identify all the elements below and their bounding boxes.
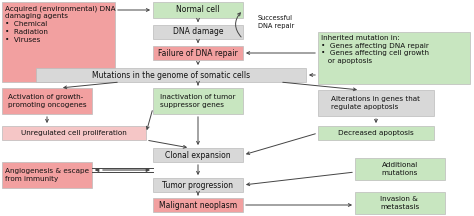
- Text: Inactivation of tumor
suppressor genes: Inactivation of tumor suppressor genes: [160, 94, 236, 108]
- FancyBboxPatch shape: [355, 192, 445, 214]
- FancyBboxPatch shape: [36, 68, 306, 82]
- FancyBboxPatch shape: [318, 90, 434, 116]
- Text: Additional
mutations: Additional mutations: [382, 162, 418, 176]
- FancyBboxPatch shape: [2, 126, 146, 140]
- FancyBboxPatch shape: [2, 88, 92, 114]
- FancyBboxPatch shape: [153, 178, 243, 192]
- FancyBboxPatch shape: [355, 158, 445, 180]
- Text: Clonal expansion: Clonal expansion: [165, 151, 231, 159]
- Text: Mutations in the genome of somatic cells: Mutations in the genome of somatic cells: [92, 70, 250, 79]
- Text: Failure of DNA repair: Failure of DNA repair: [158, 49, 238, 57]
- Text: Inherited mutation in:
•  Genes affecting DNA repair
•  Genes affecting cell gro: Inherited mutation in: • Genes affecting…: [321, 35, 429, 64]
- Text: Normal cell: Normal cell: [176, 5, 220, 14]
- Text: Acquired (environmental) DNA
damaging agents
•  Chemical
•  Radiation
•  Viruses: Acquired (environmental) DNA damaging ag…: [5, 5, 116, 43]
- Text: Invasion &
metastasis: Invasion & metastasis: [380, 196, 419, 210]
- Text: Successful
DNA repair: Successful DNA repair: [258, 15, 294, 29]
- FancyBboxPatch shape: [2, 2, 115, 82]
- FancyBboxPatch shape: [2, 162, 92, 188]
- FancyBboxPatch shape: [153, 198, 243, 212]
- FancyBboxPatch shape: [153, 46, 243, 60]
- Text: Decreased apoptosis: Decreased apoptosis: [338, 130, 414, 136]
- Text: Unregulated cell proliferation: Unregulated cell proliferation: [21, 130, 127, 136]
- Text: DNA damage: DNA damage: [173, 27, 223, 37]
- Text: Malignant neoplasm: Malignant neoplasm: [159, 200, 237, 210]
- Text: Angiogenesis & escape
from immunity: Angiogenesis & escape from immunity: [5, 168, 89, 182]
- FancyBboxPatch shape: [153, 148, 243, 162]
- Text: Activation of growth-
promoting oncogenes: Activation of growth- promoting oncogene…: [8, 94, 86, 108]
- FancyBboxPatch shape: [318, 32, 470, 84]
- Text: Alterations in genes that
regulate apoptosis: Alterations in genes that regulate apopt…: [331, 96, 420, 110]
- FancyBboxPatch shape: [153, 2, 243, 18]
- Text: Tumor progression: Tumor progression: [163, 181, 234, 189]
- FancyBboxPatch shape: [153, 25, 243, 39]
- FancyBboxPatch shape: [153, 88, 243, 114]
- FancyBboxPatch shape: [318, 126, 434, 140]
